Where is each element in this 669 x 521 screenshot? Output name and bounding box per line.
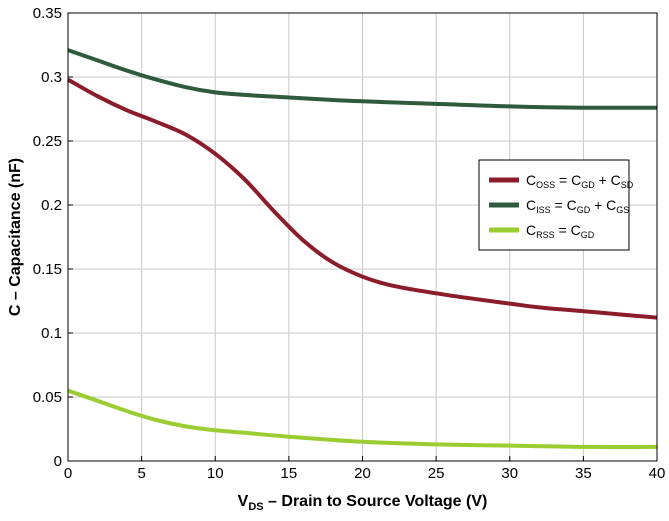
x-tick-label: 0 bbox=[64, 465, 72, 482]
x-axis-label-rest: – Drain to Source Voltage (V) bbox=[264, 493, 488, 510]
legend-label-2: CRSS = CGD bbox=[526, 222, 595, 240]
x-tick-label: 5 bbox=[137, 465, 145, 482]
x-tick-label: 30 bbox=[501, 465, 518, 482]
legend-label-1: CISS = CGD + CGS bbox=[526, 197, 629, 215]
legend: COSS = CGD + CSD CISS = CGD + CGS CRSS = C… bbox=[478, 159, 634, 251]
y-tick-label: 0.2 bbox=[41, 197, 62, 214]
x-tick-label: 10 bbox=[207, 465, 224, 482]
x-tick-label: 40 bbox=[649, 465, 666, 482]
legend-label-0: COSS = CGD + CSD bbox=[526, 172, 634, 190]
x-axis-label-sub: DS bbox=[248, 501, 263, 513]
y-axis-ticks: 0 0.05 0.1 0.15 0.2 0.25 0.3 0.35 bbox=[33, 5, 73, 470]
x-tick-label: 35 bbox=[575, 465, 592, 482]
x-axis-label: VDS – Drain to Source Voltage (V) bbox=[238, 493, 488, 513]
x-tick-label: 15 bbox=[281, 465, 298, 482]
y-tick-label: 0.1 bbox=[41, 325, 62, 342]
x-tick-label: 25 bbox=[428, 465, 445, 482]
y-tick-label: 0.05 bbox=[33, 389, 62, 406]
y-tick-label: 0.35 bbox=[33, 5, 62, 22]
x-tick-label: 20 bbox=[354, 465, 371, 482]
series-line-2 bbox=[67, 388, 658, 449]
y-tick-label: 0 bbox=[54, 453, 62, 470]
y-tick-label: 0.3 bbox=[41, 69, 62, 86]
x-axis-ticks: 0 5 10 15 20 25 30 35 40 bbox=[64, 456, 666, 482]
x-axis-label-main: V bbox=[238, 493, 249, 510]
y-tick-label: 0.15 bbox=[33, 261, 62, 278]
y-tick-label: 0.25 bbox=[33, 133, 62, 150]
series-line-0 bbox=[67, 77, 658, 320]
y-axis-label: C – Capacitance (nF) bbox=[7, 158, 24, 316]
series-lines bbox=[67, 48, 658, 449]
series-line-1 bbox=[67, 48, 658, 110]
